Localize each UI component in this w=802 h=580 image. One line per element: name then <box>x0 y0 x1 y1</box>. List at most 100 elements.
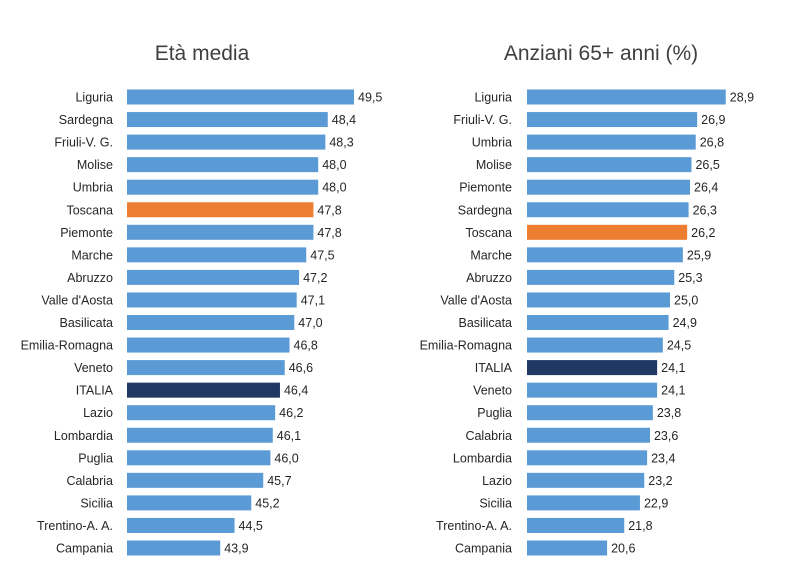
category-label: Puglia <box>78 451 113 465</box>
bar <box>527 224 688 240</box>
bar <box>527 269 675 285</box>
bar <box>527 382 658 398</box>
bar <box>527 315 669 330</box>
category-label: Calabria <box>66 474 113 488</box>
value-label: 23,6 <box>654 429 678 443</box>
value-label: 24,1 <box>661 384 685 398</box>
bar <box>127 540 221 556</box>
bar <box>127 360 285 376</box>
value-label: 26,5 <box>695 158 719 172</box>
value-label: 48,0 <box>322 181 346 195</box>
value-label: 28,9 <box>730 91 754 105</box>
category-label: Trentino-A. A. <box>436 519 512 533</box>
category-label: Lombardia <box>453 451 512 465</box>
chart-title: Età media <box>155 42 250 65</box>
bar <box>127 112 328 128</box>
category-label: Liguria <box>75 91 113 105</box>
bar <box>527 472 645 488</box>
chart-panel-anziani: Anziani 65+ anni (%) Liguria 28,9 Friuli-V… <box>420 42 754 556</box>
bar <box>527 157 692 173</box>
bar <box>127 202 314 218</box>
value-label: 23,8 <box>657 406 681 420</box>
value-label: 26,3 <box>693 203 717 217</box>
category-label: Basilicata <box>459 316 513 330</box>
category-label: Sicilia <box>80 496 113 510</box>
bar <box>527 450 648 466</box>
bar <box>527 89 726 105</box>
bar <box>527 292 670 308</box>
value-label: 43,9 <box>224 542 248 556</box>
category-label: Basilicata <box>60 316 114 330</box>
bar <box>127 89 355 105</box>
bar <box>527 134 696 150</box>
bar <box>127 292 297 308</box>
value-label: 47,8 <box>317 203 341 217</box>
value-label: 46,4 <box>284 384 308 398</box>
category-label: Sicilia <box>479 496 512 510</box>
bar <box>127 247 307 263</box>
category-label: Valle d'Aosta <box>41 293 113 307</box>
bar <box>527 495 640 511</box>
value-label: 49,5 <box>358 91 382 105</box>
category-label: Valle d'Aosta <box>440 293 512 307</box>
category-label: Emilia-Romagna <box>420 339 512 353</box>
category-label: Campania <box>455 542 512 556</box>
bar <box>527 179 691 195</box>
value-label: 26,9 <box>701 113 725 127</box>
value-label: 48,3 <box>329 136 353 150</box>
value-label: 24,5 <box>667 339 691 353</box>
category-label: Sardegna <box>59 113 113 127</box>
category-label: Abruzzo <box>67 271 113 285</box>
value-label: 24,9 <box>673 316 697 330</box>
value-label: 44,5 <box>239 519 263 533</box>
bar <box>127 269 300 285</box>
value-label: 48,0 <box>322 158 346 172</box>
category-label: Liguria <box>474 91 512 105</box>
category-label: ITALIA <box>475 361 513 375</box>
category-label: Toscana <box>465 226 512 240</box>
category-label: Sardegna <box>458 203 512 217</box>
value-label: 23,2 <box>648 474 672 488</box>
bar <box>527 360 658 376</box>
category-label: Friuli-V. G. <box>54 136 113 150</box>
bar <box>527 517 625 533</box>
category-label: Lazio <box>482 474 512 488</box>
category-label: Abruzzo <box>466 271 512 285</box>
value-label: 48,4 <box>332 113 356 127</box>
category-label: Marche <box>71 248 113 262</box>
value-label: 47,5 <box>310 248 334 262</box>
value-label: 46,2 <box>279 406 303 420</box>
bar <box>527 405 653 421</box>
category-label: Toscana <box>66 203 113 217</box>
category-label: Umbria <box>73 181 113 195</box>
category-label: Calabria <box>465 429 512 443</box>
category-label: Umbria <box>472 136 512 150</box>
bar <box>127 315 295 330</box>
bar <box>127 134 326 150</box>
bar <box>527 112 698 128</box>
bar <box>527 540 608 556</box>
bar <box>127 495 252 511</box>
category-label: Veneto <box>473 384 512 398</box>
value-label: 47,8 <box>317 226 341 240</box>
value-label: 24,1 <box>661 361 685 375</box>
value-label: 47,0 <box>298 316 322 330</box>
category-label: Piemonte <box>60 226 113 240</box>
category-label: Lombardia <box>54 429 113 443</box>
bar <box>527 202 689 218</box>
category-label: Piemonte <box>459 181 512 195</box>
bar <box>127 450 271 466</box>
value-label: 25,0 <box>674 293 698 307</box>
value-label: 26,4 <box>694 181 718 195</box>
category-label: Friuli-V. G. <box>453 113 512 127</box>
chart-panel-eta-media: Età media Liguria 49,5 Sardegna 48,4 Friuli-… <box>21 42 382 556</box>
bar <box>127 517 235 533</box>
value-label: 22,9 <box>644 496 668 510</box>
category-label: Lazio <box>83 406 113 420</box>
bar <box>127 382 280 398</box>
category-label: Marche <box>470 248 512 262</box>
value-label: 46,0 <box>274 451 298 465</box>
chart-title: Anziani 65+ anni (%) <box>504 42 698 65</box>
value-label: 45,2 <box>255 496 279 510</box>
bar <box>127 157 319 173</box>
